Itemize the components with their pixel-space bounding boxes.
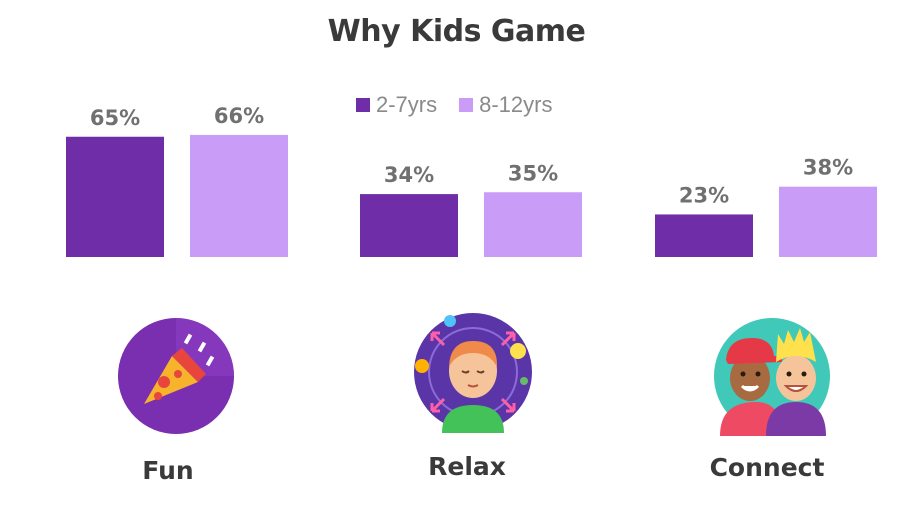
bar-relax-series-2 [484,192,582,257]
two-kids-icon [712,316,832,440]
chart-title: Why Kids Game [327,14,586,49]
legend-swatch-series-1 [356,98,370,112]
bar-chart: 65% 66% 34% 35% 23% 38% [66,104,877,257]
data-label-fun-series-1: 65% [90,106,140,130]
category-label-relax: Relax [428,452,506,481]
party-popper-pizza-icon [116,316,236,440]
category-label-fun: Fun [142,456,194,485]
legend-item-series-2: 8-12yrs [459,92,552,118]
bar-fun-series-2 [190,134,288,257]
legend-label-series-2: 8-12yrs [479,92,553,117]
data-label-connect-series-1: 23% [679,183,729,207]
data-label-fun-series-2: 66% [214,104,264,128]
data-label-relax-series-1: 34% [384,163,434,187]
bar-relax-series-1 [360,194,458,257]
bar-connect-series-1 [655,214,753,257]
legend-item-series-1: 2-7yrs [356,92,437,118]
relaxed-child-icon [412,311,534,437]
legend-label-series-1: 2-7yrs [376,92,438,117]
bar-fun-series-1 [66,136,164,257]
legend: 2-7yrs 8-12yrs [356,92,574,118]
category-label-connect: Connect [709,453,825,482]
data-label-connect-series-2: 38% [803,156,853,180]
bar-connect-series-2 [779,186,877,257]
data-label-relax-series-2: 35% [508,161,558,185]
legend-swatch-series-2 [459,98,474,112]
